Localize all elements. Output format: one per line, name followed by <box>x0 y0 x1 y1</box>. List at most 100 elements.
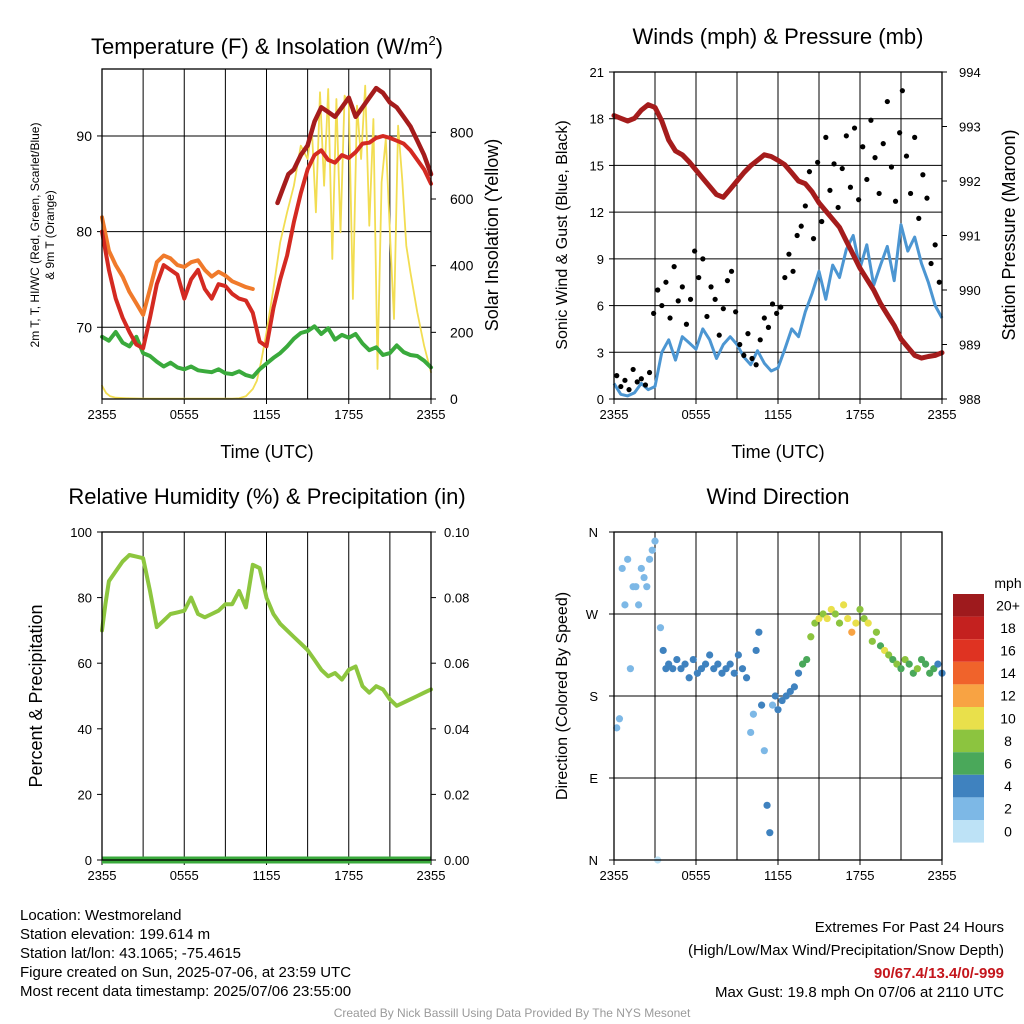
gust-point <box>924 195 930 201</box>
humidity-panel-title: Relative Humidity (%) & Precipitation (i… <box>68 484 465 509</box>
series-line-pressure <box>611 102 945 361</box>
y2-tick-label: 988 <box>959 392 981 407</box>
extremes-title: Extremes For Past 24 Hours <box>814 919 1004 936</box>
colorbar-swatch <box>953 661 984 685</box>
y2-tick-label: 993 <box>959 120 981 135</box>
direction-point <box>621 601 629 609</box>
colorbar-label: 18 <box>1000 620 1016 636</box>
gust-point <box>839 165 845 172</box>
temperature-left-ylabel-line2: & 9m T (Orange) <box>43 190 57 280</box>
colorbar-swatch <box>953 639 984 662</box>
figure-created: Figure created on Sun, 2025-07-06, at 23… <box>20 964 352 981</box>
y-tick-label: 40 <box>78 722 92 737</box>
series-line-heat_index <box>275 85 434 206</box>
series-line-humidity <box>100 553 433 708</box>
plot-area-temperature: 2355 0555 1155 1755 2355 70 80 90 0 200 400 600 800 <box>76 68 474 422</box>
direction-point <box>856 605 864 614</box>
temperature-right-ylabel: Solar Insolation (Yellow) <box>482 139 502 331</box>
direction-point <box>807 633 815 641</box>
y2-tick-label: 992 <box>959 174 981 189</box>
direction-point <box>872 628 881 636</box>
direction-point <box>844 614 852 623</box>
gust-point <box>868 117 874 123</box>
direction-point <box>742 674 751 682</box>
gust-point <box>778 304 784 310</box>
colorbar-swatch <box>953 684 984 707</box>
gust-point <box>683 321 690 327</box>
x-tick-label: 1155 <box>764 407 792 422</box>
gust-point <box>642 382 649 388</box>
y-tick-label: 20 <box>78 787 92 802</box>
station-info: Location: Westmoreland Station elevation… <box>20 906 351 1001</box>
y-tick-label: 6 <box>597 299 604 314</box>
gust-point <box>728 268 735 274</box>
direction-point <box>645 555 654 563</box>
direction-point <box>794 669 803 677</box>
direction-point <box>852 619 860 627</box>
direction-point <box>659 646 667 655</box>
direction-point <box>632 583 640 591</box>
x-tick-label: 1155 <box>253 407 281 422</box>
gust-point <box>724 278 731 284</box>
gust-point <box>806 169 813 175</box>
gust-point <box>671 264 677 270</box>
direction-point <box>840 601 848 609</box>
direction-point <box>651 537 659 545</box>
gust-point <box>884 98 890 105</box>
direction-point <box>730 669 738 677</box>
gust-point <box>802 203 808 209</box>
colorbar-swatch <box>953 774 984 798</box>
y2-tick-label: 989 <box>959 338 981 353</box>
gust-point <box>912 134 918 140</box>
direction-point <box>771 692 779 700</box>
gust-point <box>872 155 878 161</box>
y-tick-label: 21 <box>590 65 604 80</box>
y2-tick-label: 0.02 <box>444 787 469 802</box>
x-tick-label: 1755 <box>846 868 875 883</box>
gust-point <box>786 251 792 257</box>
gust-point <box>916 215 922 221</box>
x-tick-label: 0555 <box>170 407 199 422</box>
gust-point <box>708 284 714 290</box>
colorbar-swatch <box>953 820 984 843</box>
y-tick-label: 90 <box>76 128 92 144</box>
colorbar-label: 4 <box>1004 778 1012 794</box>
gust-point <box>765 324 772 330</box>
y-tick-label: 0 <box>597 392 604 407</box>
gust-point <box>716 332 722 338</box>
x-tick-label: 2355 <box>88 868 117 883</box>
gust-point <box>745 331 751 337</box>
y2-tick-label: 0 <box>450 391 458 407</box>
y2-tick-label: 200 <box>450 324 474 340</box>
direction-point <box>738 665 747 673</box>
gust-point <box>920 172 926 178</box>
direction-panel-title: Wind Direction <box>706 484 849 509</box>
direction-point <box>648 546 656 554</box>
y-tick-label: E <box>589 771 598 786</box>
gust-point <box>798 223 804 229</box>
direction-point <box>681 660 689 668</box>
gust-point <box>782 274 788 281</box>
y-tick-label: 100 <box>70 525 92 540</box>
direction-point <box>922 660 930 668</box>
extremes-values: 90/67.4/13.4/0/-999 <box>873 965 1004 982</box>
colorbar-swatch <box>953 729 984 753</box>
colorbar-label: 8 <box>1004 733 1012 749</box>
series-line-temp_9m <box>100 215 255 317</box>
direction-point <box>706 651 714 659</box>
y-tick-label: 0 <box>85 853 92 868</box>
gust-point <box>876 190 882 197</box>
y-tick-label: W <box>586 607 599 622</box>
direction-point <box>669 665 677 673</box>
direction-point <box>913 665 922 673</box>
series-line-wind <box>612 223 944 398</box>
x-tick-label: 0555 <box>170 868 199 883</box>
direction-point <box>905 660 913 668</box>
direction-point <box>803 655 811 664</box>
x-tick-label: 2355 <box>600 407 629 422</box>
gust-point <box>634 379 640 385</box>
direction-point <box>752 646 760 655</box>
plot-frame <box>613 71 943 400</box>
x-tick-label: 2355 <box>928 407 957 422</box>
